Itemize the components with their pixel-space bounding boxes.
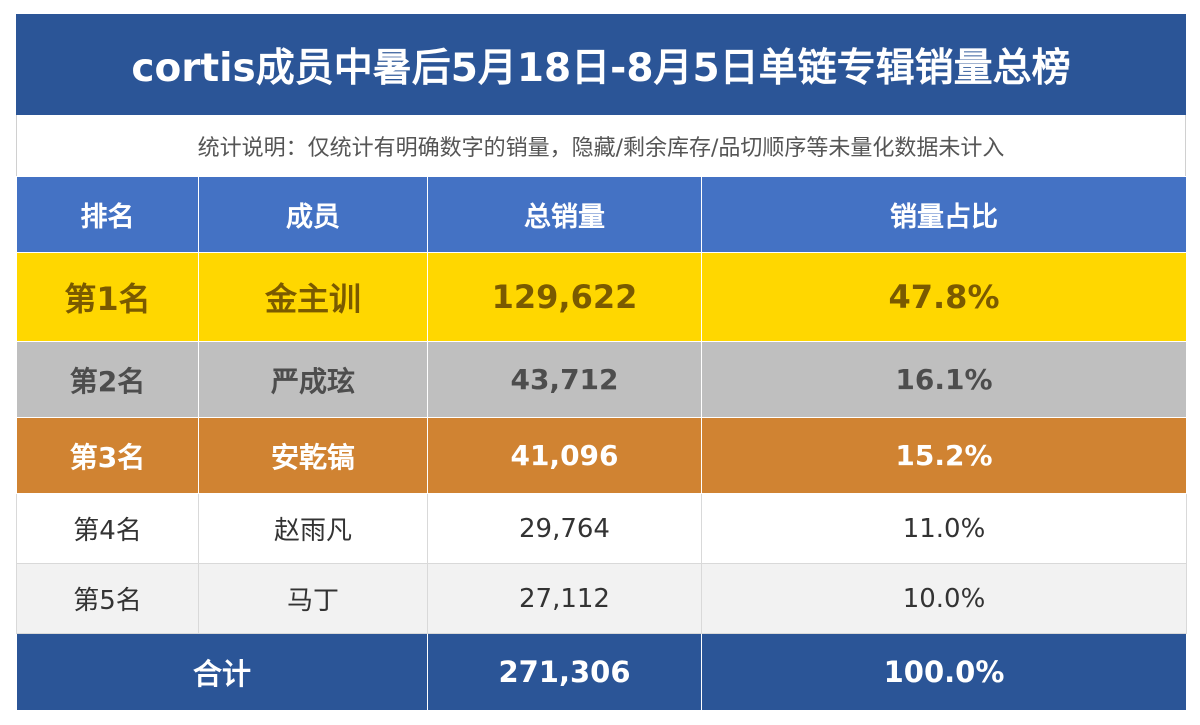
header-rank: 排名 bbox=[16, 176, 199, 253]
table-row: 第5名 马丁 27,112 10.0% bbox=[16, 563, 1187, 634]
share-cell: 16.1% bbox=[701, 341, 1187, 418]
table-row: 第1名 金主训 129,622 47.8% bbox=[16, 252, 1187, 342]
sales-cell: 41,096 bbox=[427, 417, 702, 494]
share-cell: 15.2% bbox=[701, 417, 1187, 494]
table-row: 第4名 赵雨凡 29,764 11.0% bbox=[16, 493, 1187, 564]
share-cell: 47.8% bbox=[701, 252, 1187, 342]
total-label: 合计 bbox=[16, 633, 428, 711]
sales-ranking-board: cortis成员中暑后5月18日-8月5日单链专辑销量总榜 统计说明：仅统计有明… bbox=[16, 14, 1187, 712]
sales-ranking-table: 排名 成员 总销量 销量占比 第1名 金主训 129,622 47.8% 第2名… bbox=[16, 176, 1187, 711]
table-row: 第2名 严成玹 43,712 16.1% bbox=[16, 341, 1187, 418]
total-share: 100.0% bbox=[701, 633, 1187, 711]
share-cell: 11.0% bbox=[701, 493, 1187, 564]
rank-cell: 第5名 bbox=[16, 563, 199, 634]
member-cell: 马丁 bbox=[198, 563, 428, 634]
member-cell: 严成玹 bbox=[198, 341, 428, 418]
table-header-row: 排名 成员 总销量 销量占比 bbox=[16, 176, 1187, 253]
member-cell: 安乾镐 bbox=[198, 417, 428, 494]
rank-cell: 第4名 bbox=[16, 493, 199, 564]
header-total-sales: 总销量 bbox=[427, 176, 702, 253]
rank-cell: 第2名 bbox=[16, 341, 199, 418]
table-row: 第3名 安乾镐 41,096 15.2% bbox=[16, 417, 1187, 494]
sales-cell: 129,622 bbox=[427, 252, 702, 342]
sales-cell: 27,112 bbox=[427, 563, 702, 634]
member-cell: 金主训 bbox=[198, 252, 428, 342]
sales-cell: 43,712 bbox=[427, 341, 702, 418]
sales-cell: 29,764 bbox=[427, 493, 702, 564]
page-title: cortis成员中暑后5月18日-8月5日单链专辑销量总榜 bbox=[16, 14, 1186, 115]
header-member: 成员 bbox=[198, 176, 428, 253]
header-sales-share: 销量占比 bbox=[701, 176, 1187, 253]
rank-cell: 第3名 bbox=[16, 417, 199, 494]
statistics-note: 统计说明：仅统计有明确数字的销量，隐藏/剩余库存/品切顺序等未量化数据未计入 bbox=[16, 115, 1186, 176]
member-cell: 赵雨凡 bbox=[198, 493, 428, 564]
total-sales: 271,306 bbox=[427, 633, 702, 711]
total-row: 合计 271,306 100.0% bbox=[16, 633, 1187, 711]
rank-cell: 第1名 bbox=[16, 252, 199, 342]
share-cell: 10.0% bbox=[701, 563, 1187, 634]
